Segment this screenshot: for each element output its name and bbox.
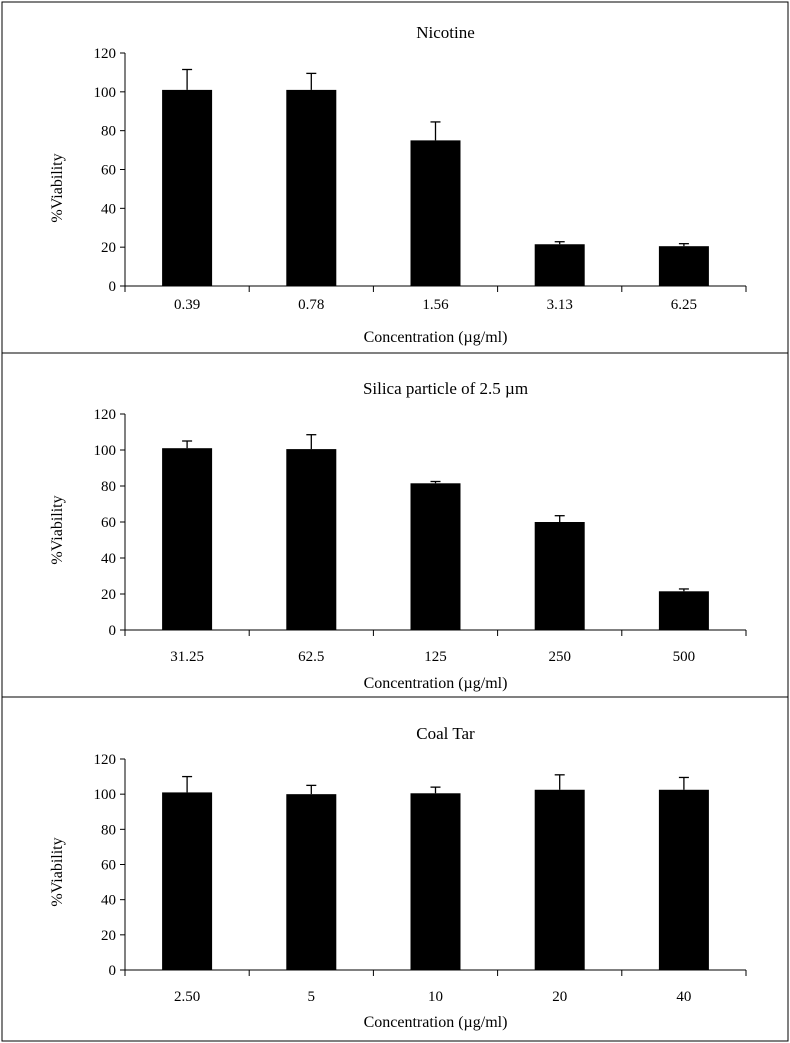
y-axis-label: %Viability [49,153,66,222]
x-tick-label: 125 [424,649,447,665]
x-tick-label: 1.56 [422,297,449,313]
chart-panel-1: Nicotine 0 20 40 60 80 100 120 0.39 0.78 1.56 3.13 6… [1,1,789,354]
x-tick-label: 5 [308,989,316,1005]
x-axis-label: Concentration (µg/ml) [364,675,508,692]
x-tick-label: 10 [428,989,443,1005]
x-tick-label: 3.13 [547,297,573,313]
x-tick-label: 31.25 [170,649,204,665]
bar-5 [286,794,337,970]
y-tick-label: 40 [101,893,116,909]
y-tick-label: 0 [109,623,117,639]
y-tick-label: 120 [94,407,117,423]
y-tick-label: 80 [101,479,116,495]
y-tick-label: 60 [101,515,116,531]
x-tick-label: 40 [676,989,691,1005]
chart-panel-2: Silica particle of 2.5 µm 0 20 40 60 80 100 120… [1,352,789,698]
chart-title: Silica particle of 2.5 µm [363,379,528,398]
bar-0.39 [162,89,213,287]
y-tick-label: 100 [94,787,117,803]
x-axis-label: Concentration (µg/ml) [364,329,508,346]
x-tick-label: 62.5 [298,649,324,665]
y-tick-label: 80 [101,124,116,140]
y-tick-label: 20 [101,240,116,256]
x-tick-label: 20 [552,989,567,1005]
y-tick-label: 40 [101,551,116,567]
y-tick-label: 80 [101,822,116,838]
bar-62.5 [286,449,337,630]
bar-2.50 [162,792,213,970]
bar-40 [658,789,709,970]
y-tick-label: 0 [109,963,117,979]
x-tick-label: 0.39 [174,297,200,313]
y-tick-label: 120 [94,752,117,768]
bar-500 [658,591,709,630]
bar-250 [534,522,585,630]
y-tick-label: 20 [101,928,116,944]
x-tick-label: 2.50 [174,989,200,1005]
bar-3.13 [534,244,585,286]
bar-20 [534,789,585,970]
bar-10 [410,793,461,970]
chart-panel-3: Coal Tar 0 20 40 60 80 100 120 2.50 5 10 20 40 Concen… [1,696,789,1042]
x-tick-label: 6.25 [671,297,697,313]
x-tick-label: 250 [548,649,571,665]
y-tick-label: 60 [101,858,116,874]
panel-border [1,352,789,698]
chart-title: Nicotine [416,23,475,42]
y-tick-label: 60 [101,163,116,179]
bar-6.25 [658,246,709,286]
x-axis-label: Concentration (µg/ml) [364,1014,508,1031]
x-tick-label: 500 [673,649,696,665]
x-tick-label: 0.78 [298,297,324,313]
y-tick-label: 40 [101,201,116,217]
y-tick-label: 100 [94,443,117,459]
y-tick-label: 20 [101,587,116,603]
y-tick-label: 100 [94,85,117,101]
bar-31.25 [162,448,213,630]
y-tick-label: 0 [109,279,117,295]
y-axis-label: %Viability [49,495,66,564]
panel-border [1,696,789,1042]
chart-title: Coal Tar [416,724,475,743]
y-tick-label: 120 [94,46,117,62]
bar-0.78 [286,89,337,287]
bar-125 [410,483,461,630]
y-axis-label: %Viability [49,837,66,906]
bar-1.56 [410,140,461,286]
